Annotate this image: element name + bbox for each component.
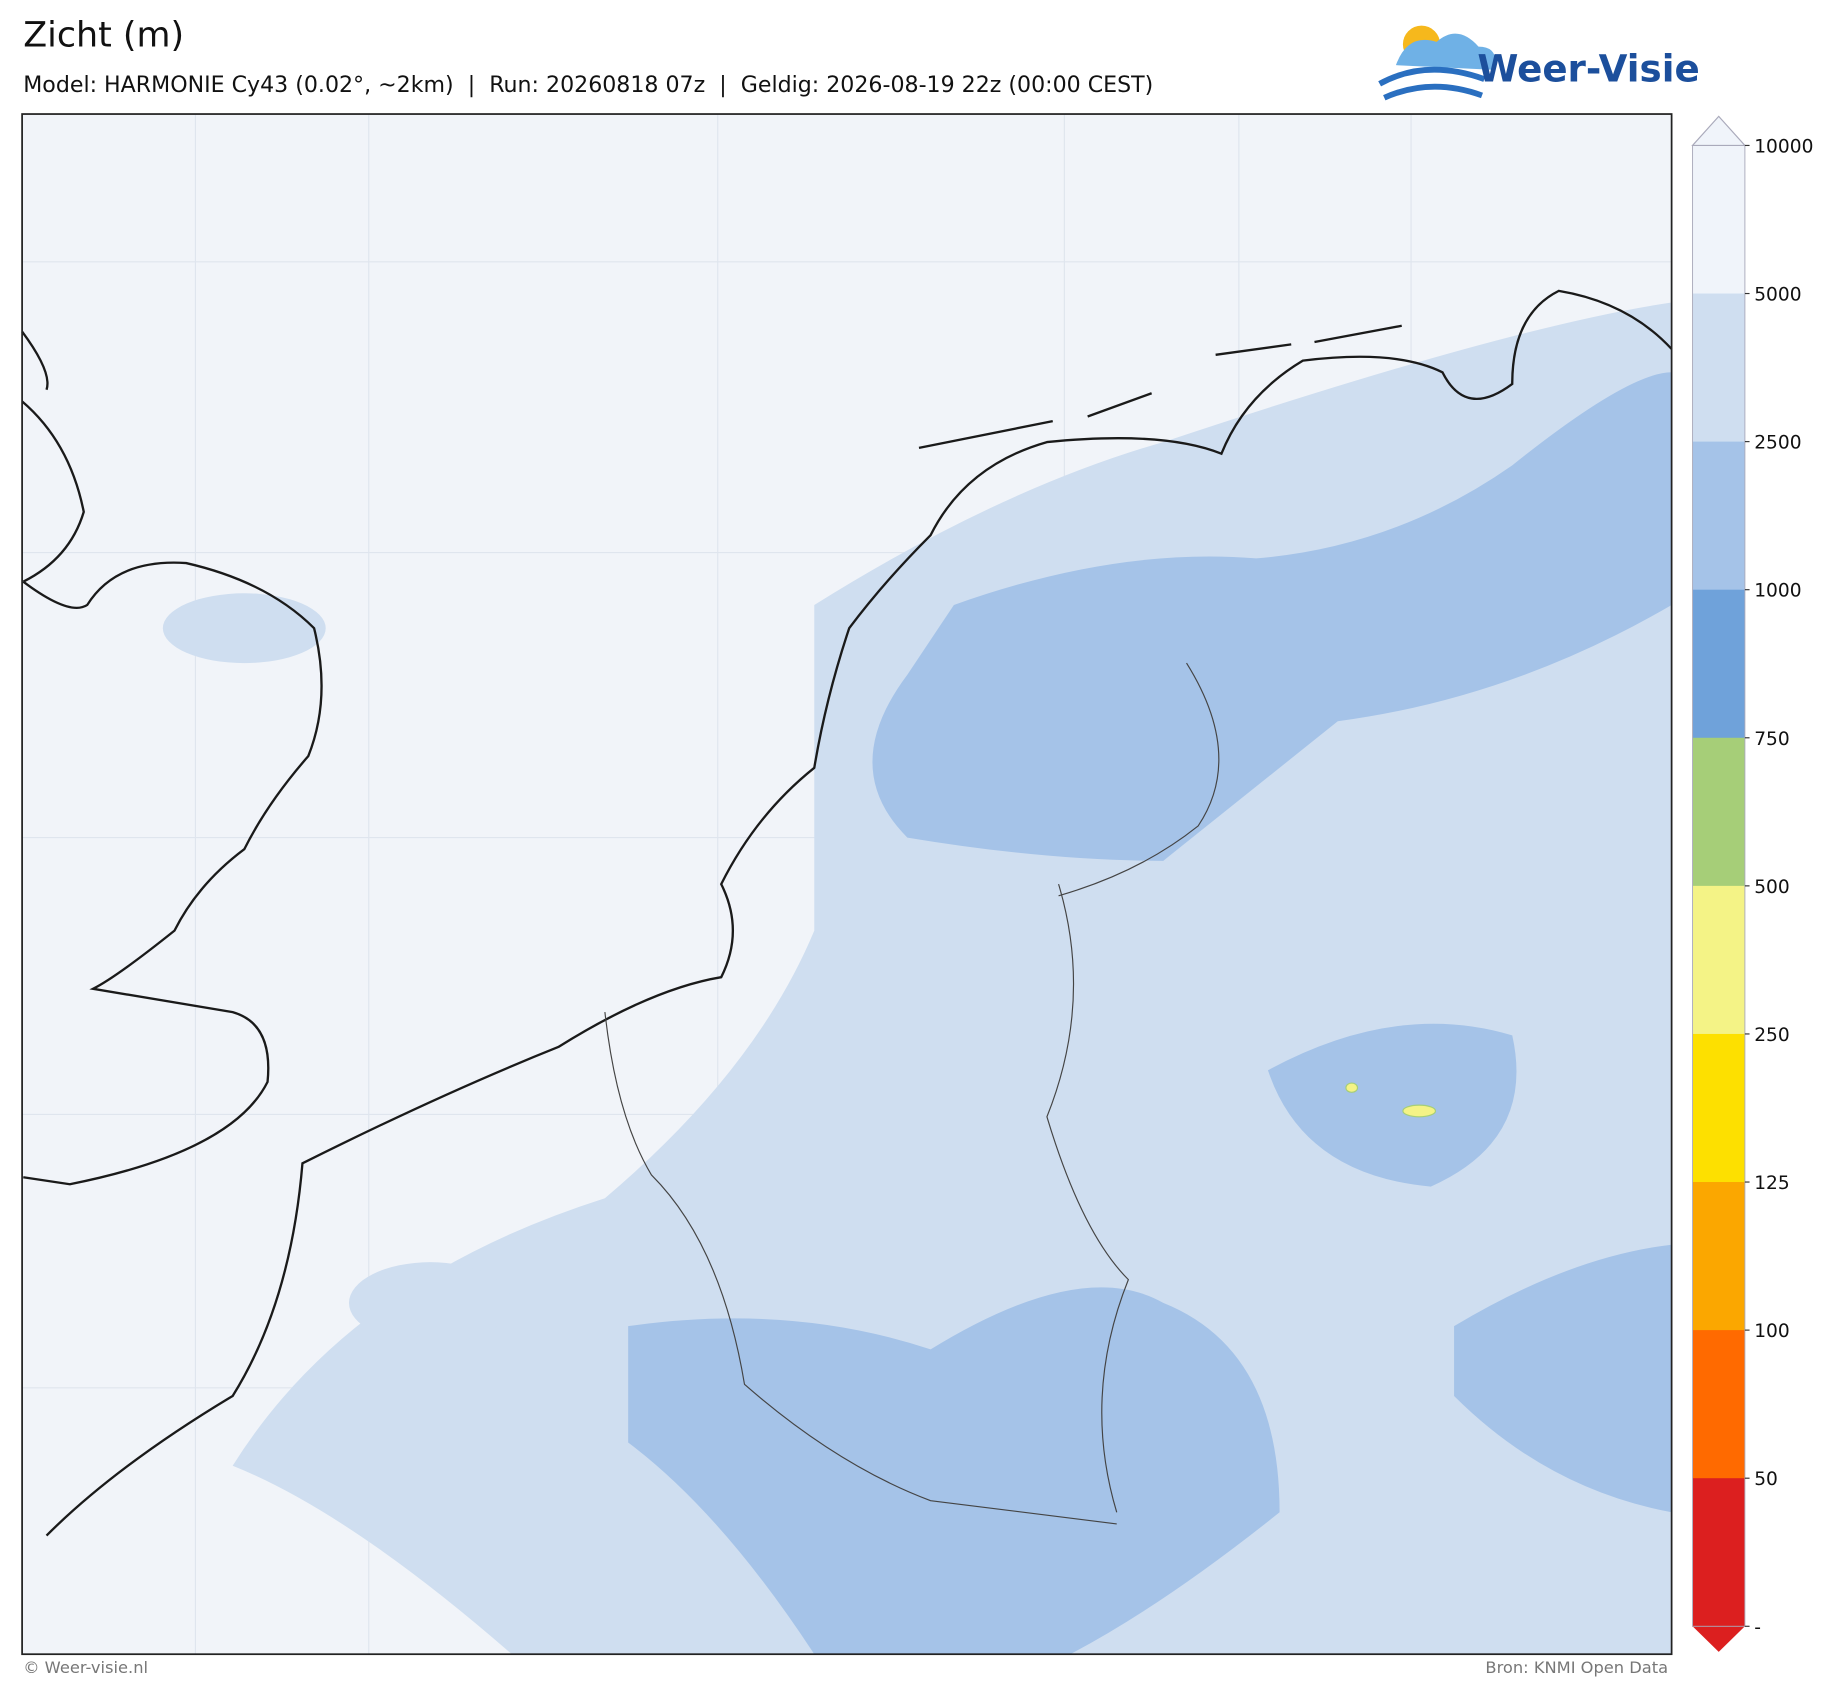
colorbar-bottom-extension (1692, 1626, 1745, 1652)
colorbar-segment (1692, 1330, 1745, 1479)
colorbar-tick-label: 250 (1754, 1025, 1790, 1046)
colorbar-segment (1692, 1478, 1745, 1627)
colorbar-tick-label: 5000 (1754, 285, 1801, 306)
logo: Weer-Visie (1378, 25, 1700, 101)
colorbar-tick-label: 10000 (1754, 136, 1813, 157)
footer-right: Bron: KNMI Open Data (1485, 1658, 1668, 1677)
title: Zicht (m) (23, 16, 184, 56)
colorbar-tick-label: 2500 (1754, 433, 1801, 454)
colorbar-segment (1692, 441, 1745, 591)
colorbar-segment (1692, 885, 1745, 1035)
colorbar-segment (1692, 589, 1745, 739)
footer-left: © Weer-visie.nl (23, 1658, 148, 1677)
colorbar-tick-label: 750 (1754, 729, 1790, 750)
colorbar-segment (1692, 737, 1745, 887)
colorbar-top-extension (1691, 115, 1747, 147)
colorbar-segment (1692, 1182, 1745, 1331)
colorbar-tick-label: 500 (1754, 877, 1790, 898)
colorbar-segment (1692, 145, 1745, 295)
colorbar-tick-label: 1000 (1754, 581, 1801, 602)
map (21, 113, 1673, 1656)
colorbar-tick-label: 50 (1754, 1469, 1778, 1490)
colorbar-tick-label: 125 (1754, 1173, 1790, 1194)
subtitle: Model: HARMONIE Cy43 (0.02°, ~2km) | Run… (23, 72, 1153, 98)
colorbar-segment (1692, 293, 1745, 443)
colorbar-tick-label: 100 (1754, 1321, 1790, 1342)
colorbar-segment (1692, 1033, 1745, 1183)
colorbar: 10000 5000 2500 1000 750 500 250 125 100 50 - (1691, 115, 1813, 1652)
colorbar-bottom-label: - (1754, 1617, 1761, 1638)
logo-text: Weer-Visie (1477, 46, 1699, 90)
